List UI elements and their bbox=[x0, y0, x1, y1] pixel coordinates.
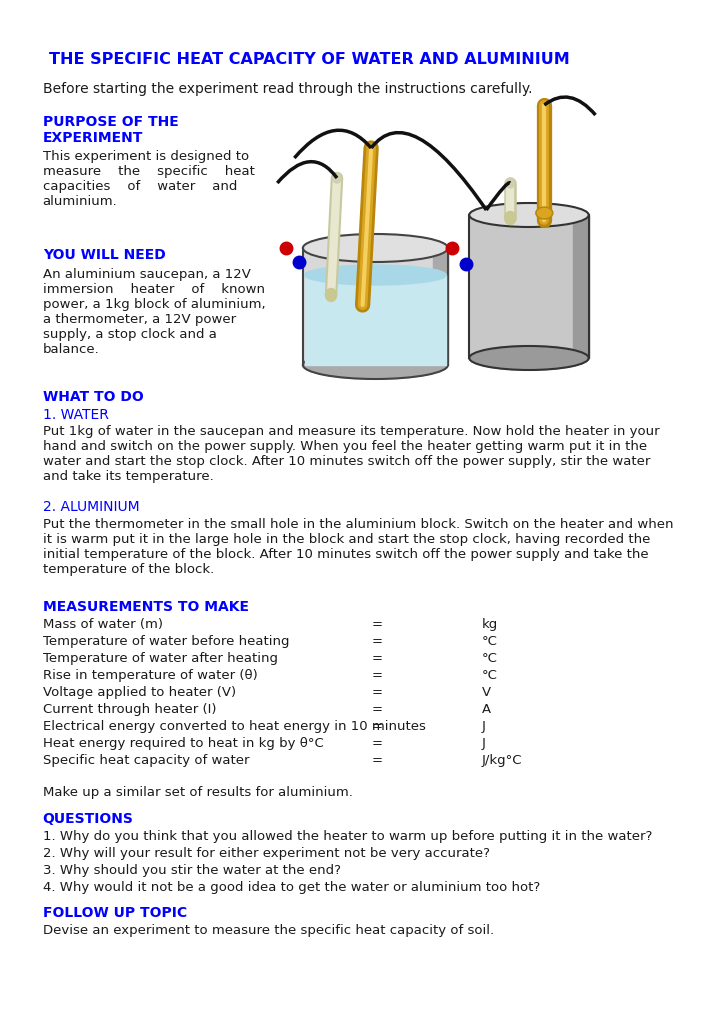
Text: J/kg°C: J/kg°C bbox=[482, 754, 523, 767]
Ellipse shape bbox=[506, 178, 515, 188]
Text: MEASUREMENTS TO MAKE: MEASUREMENTS TO MAKE bbox=[43, 600, 249, 614]
Text: Specific heat capacity of water: Specific heat capacity of water bbox=[43, 754, 249, 767]
Text: 2. ALUMINIUM: 2. ALUMINIUM bbox=[43, 500, 139, 514]
Ellipse shape bbox=[325, 289, 337, 301]
Text: Temperature of water before heating: Temperature of water before heating bbox=[43, 635, 289, 648]
Text: Heat energy required to heat in kg by θ°C: Heat energy required to heat in kg by θ°… bbox=[43, 737, 323, 750]
Text: =: = bbox=[371, 720, 382, 733]
Text: =: = bbox=[371, 669, 382, 682]
Text: QUESTIONS: QUESTIONS bbox=[43, 812, 134, 826]
Ellipse shape bbox=[333, 173, 341, 183]
Text: Before starting the experiment read through the instructions carefully.: Before starting the experiment read thro… bbox=[43, 82, 532, 96]
Text: 1. WATER: 1. WATER bbox=[43, 408, 108, 422]
Text: =: = bbox=[371, 618, 382, 631]
Text: =: = bbox=[371, 754, 382, 767]
Ellipse shape bbox=[469, 203, 589, 227]
Text: V: V bbox=[482, 686, 492, 699]
Polygon shape bbox=[574, 215, 589, 358]
Text: Make up a similar set of results for aluminium.: Make up a similar set of results for alu… bbox=[43, 786, 353, 799]
Text: FOLLOW UP TOPIC: FOLLOW UP TOPIC bbox=[43, 906, 187, 920]
Text: Rise in temperature of water (θ): Rise in temperature of water (θ) bbox=[43, 669, 258, 682]
Text: An aluminium saucepan, a 12V
immersion    heater    of    known
power, a 1kg blo: An aluminium saucepan, a 12V immersion h… bbox=[43, 268, 265, 356]
Text: =: = bbox=[371, 686, 382, 699]
Polygon shape bbox=[469, 215, 589, 358]
Text: 2. Why will your result for either experiment not be very accurate?: 2. Why will your result for either exper… bbox=[43, 847, 489, 860]
Polygon shape bbox=[303, 248, 448, 365]
Text: 4. Why would it not be a good idea to get the water or aluminium too hot?: 4. Why would it not be a good idea to ge… bbox=[43, 881, 540, 894]
Text: THE SPECIFIC HEAT CAPACITY OF WATER AND ALUMINIUM: THE SPECIFIC HEAT CAPACITY OF WATER AND … bbox=[49, 52, 570, 67]
Ellipse shape bbox=[469, 346, 589, 370]
Text: WHAT TO DO: WHAT TO DO bbox=[43, 390, 144, 404]
Polygon shape bbox=[305, 275, 446, 365]
Text: =: = bbox=[371, 652, 382, 665]
Text: A: A bbox=[482, 703, 492, 716]
Text: This experiment is designed to
measure    the    specific    heat
capacities    : This experiment is designed to measure t… bbox=[43, 150, 255, 208]
Text: °C: °C bbox=[482, 635, 498, 648]
Text: PURPOSE OF THE
EXPERIMENT: PURPOSE OF THE EXPERIMENT bbox=[43, 115, 179, 145]
Text: Put the thermometer in the small hole in the aluminium block. Switch on the heat: Put the thermometer in the small hole in… bbox=[43, 518, 673, 575]
Text: 3. Why should you stir the water at the end?: 3. Why should you stir the water at the … bbox=[43, 864, 340, 877]
Text: =: = bbox=[371, 635, 382, 648]
Ellipse shape bbox=[303, 351, 448, 379]
Text: Put 1kg of water in the saucepan and measure its temperature. Now hold the heate: Put 1kg of water in the saucepan and mea… bbox=[43, 425, 659, 483]
Text: YOU WILL NEED: YOU WILL NEED bbox=[43, 248, 166, 262]
Text: Temperature of water after heating: Temperature of water after heating bbox=[43, 652, 277, 665]
Text: kg: kg bbox=[482, 618, 498, 631]
Ellipse shape bbox=[537, 209, 551, 217]
Ellipse shape bbox=[536, 207, 553, 219]
Polygon shape bbox=[433, 248, 448, 365]
Text: =: = bbox=[371, 703, 382, 716]
Text: Devise an experiment to measure the specific heat capacity of soil.: Devise an experiment to measure the spec… bbox=[43, 924, 494, 937]
Ellipse shape bbox=[505, 212, 515, 224]
Text: 1. Why do you think that you allowed the heater to warm up before putting it in : 1. Why do you think that you allowed the… bbox=[43, 830, 652, 843]
Text: °C: °C bbox=[482, 669, 498, 682]
Text: =: = bbox=[371, 737, 382, 750]
Text: Voltage applied to heater (V): Voltage applied to heater (V) bbox=[43, 686, 236, 699]
Ellipse shape bbox=[305, 265, 446, 285]
Text: Current through heater (I): Current through heater (I) bbox=[43, 703, 216, 716]
Ellipse shape bbox=[303, 234, 448, 262]
Text: °C: °C bbox=[482, 652, 498, 665]
Text: J: J bbox=[482, 720, 486, 733]
Text: Electrical energy converted to heat energy in 10 minutes: Electrical energy converted to heat ener… bbox=[43, 720, 425, 733]
Text: Mass of water (m): Mass of water (m) bbox=[43, 618, 163, 631]
Text: J: J bbox=[482, 737, 486, 750]
